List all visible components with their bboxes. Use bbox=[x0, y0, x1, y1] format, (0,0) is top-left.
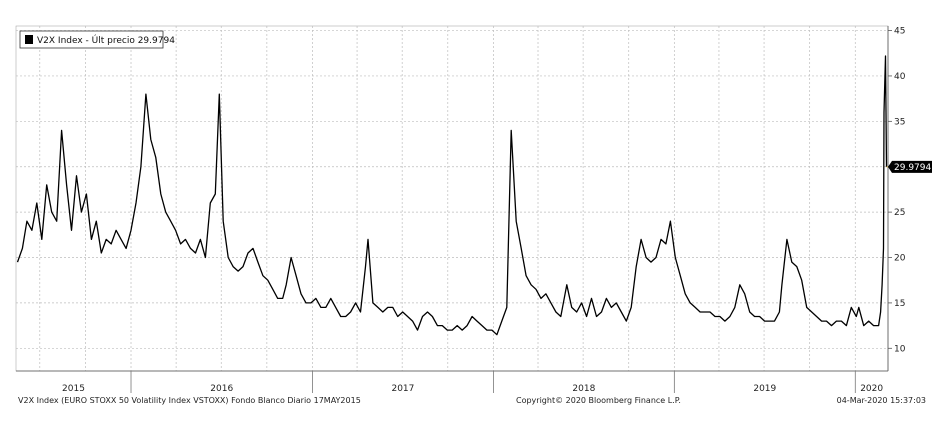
v2x-series-line bbox=[16, 55, 888, 336]
plot-area bbox=[15, 25, 889, 372]
legend-box bbox=[19, 30, 164, 49]
x-year-label: 2015 bbox=[62, 384, 85, 394]
legend-label: V2X Index - Últ precio 29.9794 bbox=[37, 34, 175, 46]
y-tick-label: 45 bbox=[894, 27, 905, 37]
x-year-label: 2017 bbox=[391, 384, 414, 394]
footer-right: 04-Mar-2020 15:37:03 bbox=[837, 396, 926, 405]
footer-center: Copyright© 2020 Bloomberg Finance L.P. bbox=[516, 396, 681, 405]
x-year-label: 2016 bbox=[210, 384, 233, 394]
legend: V2X Index - Últ precio 29.9794 bbox=[19, 30, 175, 49]
x-axis: 2015 2016 2017 2018 2019 2020 bbox=[16, 370, 888, 394]
y-tick-label: 25 bbox=[894, 208, 905, 218]
grid-lines bbox=[16, 26, 888, 371]
legend-swatch bbox=[25, 35, 33, 44]
y-tick-label: 40 bbox=[894, 72, 906, 82]
x-year-label: 2020 bbox=[860, 384, 883, 394]
footer-left: V2X Index (EURO STOXX 50 Volatility Inde… bbox=[18, 396, 361, 405]
y-tick-label: 15 bbox=[894, 299, 905, 309]
y-tick-label: 10 bbox=[894, 344, 906, 354]
last-value-label: 29.9794 bbox=[894, 163, 931, 173]
y-tick-label: 20 bbox=[894, 254, 906, 264]
y-tick-label: 35 bbox=[894, 117, 905, 127]
x-year-label: 2019 bbox=[753, 384, 776, 394]
last-value-tag bbox=[888, 160, 932, 173]
y-axis: 1015202530354045 bbox=[887, 26, 906, 371]
last-value-marker: 29.9794 bbox=[886, 160, 932, 173]
x-year-label: 2018 bbox=[572, 384, 595, 394]
